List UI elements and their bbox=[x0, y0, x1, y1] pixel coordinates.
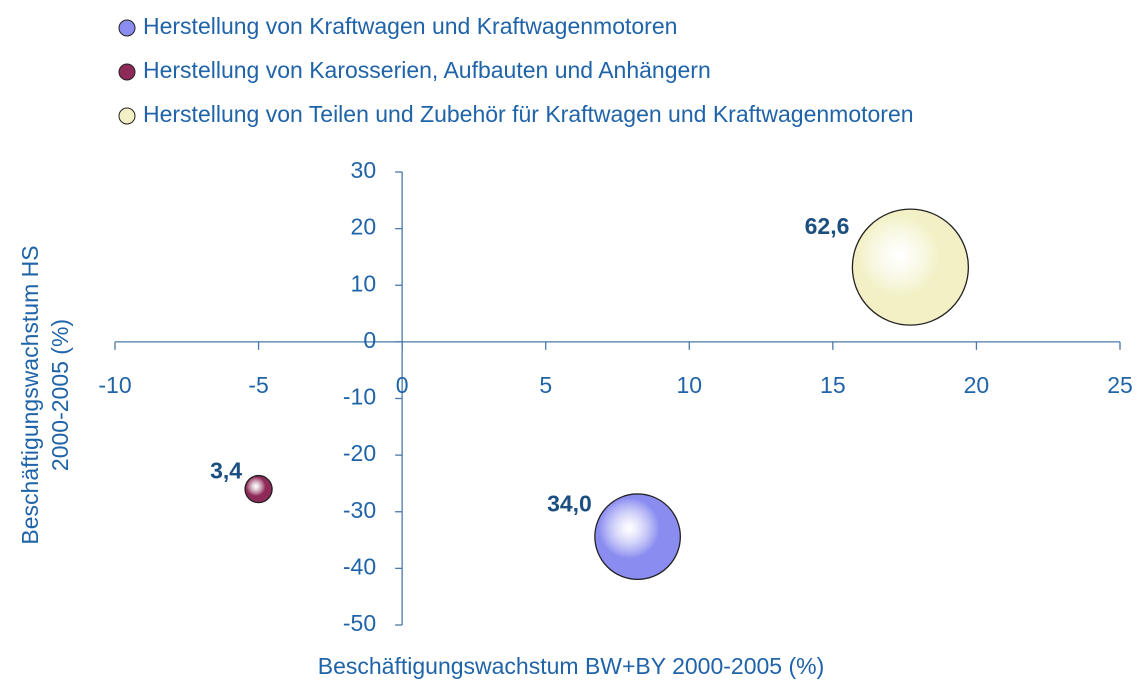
legend-label: Herstellung von Teilen und Zubehör für K… bbox=[143, 101, 914, 127]
legend-marker bbox=[118, 19, 136, 37]
y-axis-label: Beschäftigungswachstum HS 2000-2005 (%) bbox=[17, 245, 73, 544]
y-tick-label: 30 bbox=[351, 157, 377, 183]
x-tick-label: 25 bbox=[1107, 372, 1133, 398]
bubble bbox=[851, 208, 970, 326]
bubble bbox=[594, 493, 681, 581]
x-axis-label: Beschäftigungswachstum BW+BY 2000-2005 (… bbox=[318, 653, 824, 679]
x-tick-label: 5 bbox=[539, 372, 552, 398]
y-tick-label: 10 bbox=[351, 270, 377, 296]
legend-label: Herstellung von Karosserien, Aufbauten u… bbox=[143, 57, 711, 83]
data-label: 34,0 bbox=[547, 490, 592, 516]
y-tick-label: -20 bbox=[343, 440, 376, 466]
y-tick-label: -30 bbox=[343, 497, 376, 523]
y-label-line: 2000-2005 (%) bbox=[47, 319, 73, 471]
y-label-line: Beschäftigungswachstum HS bbox=[17, 245, 43, 544]
x-tick-label: -5 bbox=[248, 372, 268, 398]
y-tick-label: 0 bbox=[363, 327, 376, 353]
legend-marker bbox=[118, 63, 136, 81]
legend-marker bbox=[118, 107, 136, 125]
data-label: 3,4 bbox=[210, 457, 242, 483]
x-tick-label: -10 bbox=[98, 372, 131, 398]
x-tick-label: 10 bbox=[676, 372, 702, 398]
x-tick-label: 20 bbox=[964, 372, 990, 398]
y-tick-label: -50 bbox=[343, 610, 376, 636]
x-tick-label: 15 bbox=[820, 372, 846, 398]
x-tick-label: 0 bbox=[396, 372, 409, 398]
data-label: 62,6 bbox=[805, 213, 850, 239]
y-tick-label: -40 bbox=[343, 553, 376, 579]
y-tick-label: -10 bbox=[343, 384, 376, 410]
legend-label: Herstellung von Kraftwagen und Kraftwage… bbox=[143, 13, 677, 39]
y-tick-label: 20 bbox=[351, 214, 377, 240]
bubble bbox=[244, 474, 273, 504]
